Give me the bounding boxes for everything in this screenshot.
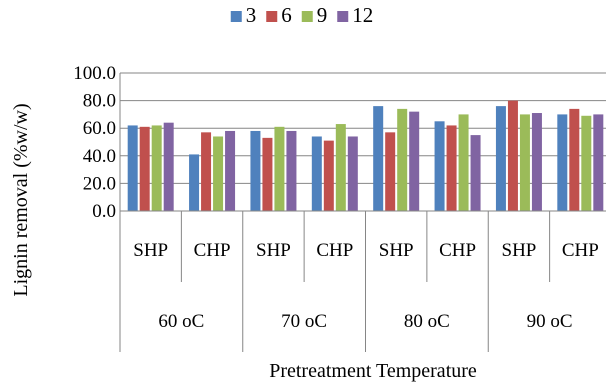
x-axis-title: Pretreatment Temperature [269, 360, 477, 382]
legend-swatch-9 [301, 11, 313, 22]
y-tick-label: 20.0 [83, 173, 116, 194]
x-category-label: SHP [379, 240, 414, 261]
legend-label: 3 [246, 3, 257, 27]
x-category-label: CHP [316, 240, 353, 261]
x-category-label: SHP [256, 240, 291, 261]
bars [127, 100, 604, 211]
y-tick-label: 100.0 [73, 63, 116, 84]
x-category-label: CHP [194, 240, 231, 261]
bar-series-12 [470, 135, 481, 211]
bar-series-9 [397, 108, 408, 211]
y-tick-labels: 0.0 20.0 40.0 60.0 80.0 100.0 [73, 63, 116, 222]
bar-series-9 [213, 136, 224, 211]
legend-label: 12 [352, 3, 373, 27]
x-category-label: SHP [133, 240, 168, 261]
bar-series-9 [335, 124, 346, 211]
bar-series-6 [201, 132, 212, 211]
y-tick-label: 40.0 [83, 146, 116, 167]
bar-series-9 [274, 126, 285, 211]
bar-series-12 [225, 130, 236, 211]
y-tick-label: 80.0 [83, 91, 116, 112]
legend-label: 6 [281, 3, 292, 27]
bar-series-9 [581, 115, 592, 211]
legend: 3 6 9 12 [230, 3, 373, 27]
bar-series-6 [262, 137, 273, 211]
x-category-label: CHP [439, 240, 476, 261]
bar-series-3 [311, 136, 322, 211]
bar-series-12 [347, 136, 358, 211]
legend-swatch-12 [337, 11, 349, 22]
bar-series-3 [495, 106, 506, 211]
bar-series-12 [531, 113, 542, 211]
bar-series-6 [569, 108, 580, 211]
y-tick-label: 0.0 [92, 201, 116, 222]
bar-series-6 [139, 126, 150, 211]
bar-series-6 [385, 132, 396, 211]
x-group-label: 80 oC [404, 311, 450, 332]
legend-label: 9 [317, 3, 328, 27]
bar-series-12 [163, 122, 174, 211]
x-group-label: 60 oC [158, 311, 204, 332]
bar-series-12 [593, 114, 604, 211]
y-axis-title: Lignin removal (%w/w) [10, 103, 32, 296]
bar-series-12 [409, 111, 420, 211]
bar-series-3 [127, 125, 138, 211]
x-category-labels: SHP CHP SHP CHP SHP CHP SHP CHP 60 oC 70 oC 80 oC 9… [119, 211, 599, 352]
x-group-label: 70 oC [281, 311, 327, 332]
bar-series-6 [323, 140, 334, 211]
bar-series-3 [373, 106, 384, 211]
x-category-label: CHP [562, 240, 599, 261]
legend-swatch-6 [266, 11, 278, 22]
x-group-label: 90 oC [527, 311, 573, 332]
bar-series-3 [189, 154, 200, 211]
bar-series-6 [507, 100, 518, 211]
bar-series-3 [557, 114, 568, 211]
bar-series-3 [250, 130, 261, 211]
bar-series-9 [151, 125, 162, 211]
bar-series-9 [458, 114, 469, 211]
bar-series-3 [434, 121, 445, 211]
legend-swatch-3 [230, 11, 242, 22]
bar-series-9 [519, 114, 530, 211]
bar-series-6 [446, 125, 457, 211]
y-tick-label: 60.0 [83, 118, 116, 139]
x-category-label: SHP [502, 240, 537, 261]
bar-series-12 [286, 130, 297, 211]
